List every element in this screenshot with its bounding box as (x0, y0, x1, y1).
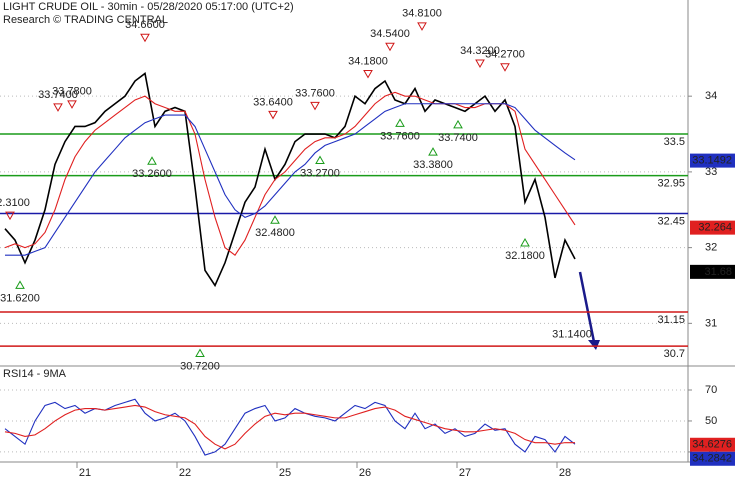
y-tick-label: 70 (705, 384, 717, 396)
chart-title: LIGHT CRUDE OIL - 30min - 05/28/2020 05:… (3, 1, 294, 13)
x-tick-label: 25 (279, 467, 291, 479)
buy-marker (520, 237, 530, 247)
price-marker-box (690, 153, 735, 168)
annotation-label: 32.4800 (255, 227, 295, 239)
y-tick-label: 32 (705, 242, 717, 254)
buy-marker (428, 147, 438, 156)
sell-marker (385, 42, 395, 52)
sell-marker (417, 22, 427, 31)
buy-marker (270, 215, 280, 224)
annotation-label: 33.7400 (38, 89, 78, 101)
annotation-label: 34.2700 (485, 49, 525, 61)
series-line (4, 72, 576, 288)
annotation-label: 30.7200 (180, 360, 220, 372)
sell-marker (67, 100, 77, 109)
projection-arrowhead (588, 340, 600, 350)
annotation-label: 33.7400 (438, 132, 478, 144)
target-label: 31.1400 (552, 329, 592, 341)
level-label: 33.5 (664, 136, 685, 148)
level-label: 31.15 (657, 314, 685, 326)
price-marker-label: 33.1492 (692, 155, 732, 167)
y-tick-label: 31 (705, 317, 717, 329)
buy-marker (395, 118, 405, 127)
annotation-label: 33.2600 (132, 168, 172, 180)
chart-subtitle: Research © TRADING CENTRAL (3, 14, 168, 26)
price-marker-label: 32.264 (698, 222, 732, 234)
series-line (4, 404, 575, 450)
rsi-title: RSI14 - 9MA (3, 368, 67, 380)
x-tick-label: 27 (459, 467, 471, 479)
price-marker-box (690, 437, 735, 452)
annotation-label: 33.7600 (380, 130, 420, 142)
x-tick-label: 28 (559, 467, 571, 479)
level-label: 32.45 (657, 215, 685, 227)
sell-marker (268, 110, 278, 120)
price-marker-label: 34.2842 (692, 453, 732, 465)
projection-arrow (578, 271, 596, 343)
price-marker-label: 34.6276 (692, 439, 732, 451)
annotation-label: 33.2700 (300, 167, 340, 179)
level-label: 30.7 (664, 348, 685, 360)
buy-marker (15, 280, 25, 289)
annotation-label: 34.3200 (460, 45, 500, 57)
sell-marker (5, 211, 15, 221)
sell-marker (310, 101, 320, 111)
price-marker-box (690, 451, 735, 466)
price-marker-box (690, 264, 735, 279)
annotation-label: 33.6400 (253, 96, 293, 108)
annotation-label: 33.7800 (52, 86, 92, 98)
x-tick-label: 26 (359, 467, 371, 479)
annotation-label: 34.1800 (348, 55, 388, 67)
buy-marker (195, 348, 205, 358)
series-line (4, 91, 576, 256)
buy-marker (315, 155, 325, 164)
buy-marker (147, 156, 157, 165)
annotation-label: 33.3800 (413, 159, 453, 171)
sell-marker (363, 70, 373, 79)
x-tick-label: 21 (79, 467, 91, 479)
y-tick-label: 50 (705, 415, 717, 427)
sell-marker (500, 63, 510, 72)
buy-marker (453, 119, 463, 129)
annotation-label: 33.7600 (295, 87, 335, 99)
annotation-label: 34.8100 (402, 8, 442, 20)
annotation-label: 31.6200 (0, 292, 40, 304)
price-marker-box (690, 220, 735, 235)
x-tick-label: 22 (179, 467, 191, 479)
annotation-label: 32.3100 (0, 197, 30, 209)
y-tick-label: 33 (705, 166, 717, 178)
annotation-label: 34.5400 (370, 28, 410, 40)
level-label: 32.95 (657, 178, 685, 190)
sell-marker (140, 33, 150, 43)
sell-marker (475, 59, 485, 68)
sell-marker (53, 103, 63, 112)
annotation-label: 34.6600 (125, 19, 165, 31)
series-line (5, 103, 576, 256)
price-marker-label: 31.68 (704, 266, 732, 278)
annotation-label: 32.1800 (505, 250, 545, 262)
y-tick-label: 34 (705, 90, 717, 102)
